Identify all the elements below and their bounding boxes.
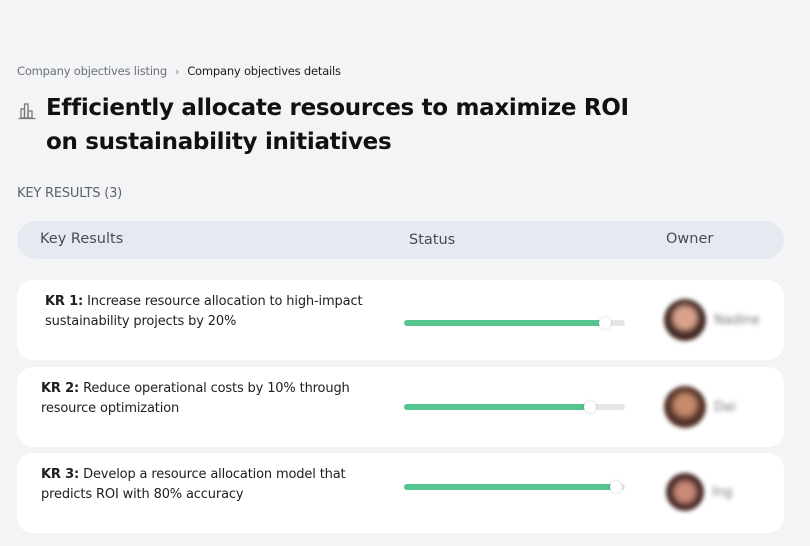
key-result-label: KR 2:	[41, 381, 80, 396]
key-result-description: KR 3: Develop a resource allocation mode…	[41, 465, 361, 505]
progress-fill	[404, 404, 590, 410]
progress-slider[interactable]	[404, 401, 625, 413]
avatar	[664, 386, 706, 428]
breadcrumb: Company objectives listing › Company obj…	[17, 64, 341, 78]
avatar	[666, 473, 704, 511]
owner[interactable]: Ing	[666, 473, 732, 511]
progress-slider[interactable]	[404, 317, 625, 329]
key-results-count-label: KEY RESULTS (3)	[17, 186, 123, 201]
owner-name: Ing	[712, 484, 733, 500]
breadcrumb-objectives-listing-link[interactable]: Company objectives listing	[17, 64, 167, 78]
breadcrumb-current: Company objectives details	[187, 64, 341, 78]
owner-name: Dai	[714, 399, 736, 415]
chevron-right-icon: ›	[175, 64, 180, 78]
key-result-text: Reduce operational costs by 10% through …	[41, 381, 350, 416]
key-result-row[interactable]: KR 2: Reduce operational costs by 10% th…	[17, 367, 784, 447]
progress-thumb[interactable]	[583, 401, 596, 413]
key-result-label: KR 3:	[41, 467, 80, 482]
owner[interactable]: Dai	[664, 386, 736, 428]
progress-fill	[404, 484, 617, 490]
key-result-description: KR 1: Increase resource allocation to hi…	[45, 292, 365, 332]
owner[interactable]: Nadine	[664, 299, 760, 341]
column-header-status: Status	[409, 232, 456, 248]
column-header-owner: Owner	[666, 231, 714, 247]
progress-thumb[interactable]	[610, 481, 623, 493]
key-result-text: Increase resource allocation to high-imp…	[45, 294, 363, 329]
progress-slider[interactable]	[404, 481, 625, 493]
progress-thumb[interactable]	[599, 317, 612, 329]
owner-name: Nadine	[714, 312, 760, 328]
progress-fill	[404, 320, 606, 326]
key-result-label: KR 1:	[45, 294, 84, 309]
page-title: Efficiently allocate resources to maximi…	[46, 95, 629, 155]
key-result-text: Develop a resource allocation model that…	[41, 467, 346, 502]
key-result-row[interactable]: KR 1: Increase resource allocation to hi…	[17, 280, 784, 360]
avatar	[664, 299, 706, 341]
objective-header: Efficiently allocate resources to maximi…	[17, 91, 666, 159]
buildings-icon	[17, 101, 37, 121]
column-header-key-results: Key Results	[40, 231, 124, 247]
table-header: Key Results Status Owner	[17, 221, 784, 259]
key-result-row[interactable]: KR 3: Develop a resource allocation mode…	[17, 453, 784, 533]
key-result-description: KR 2: Reduce operational costs by 10% th…	[41, 379, 361, 419]
